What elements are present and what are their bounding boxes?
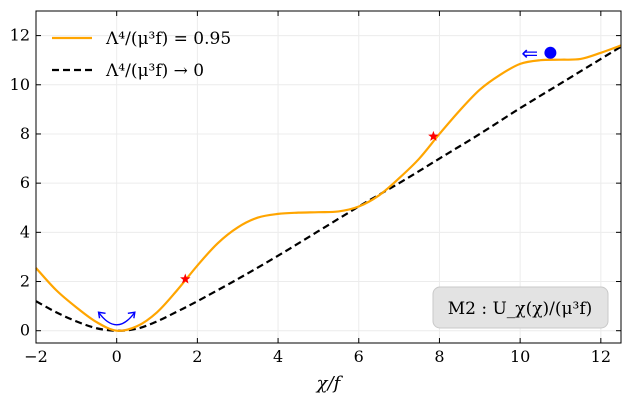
grid-lines	[35, 11, 621, 343]
curved-arrow-arc	[97, 311, 136, 326]
y-tick-label: 4	[20, 222, 30, 241]
annotation-text: M2 : U_χ(χ)/(μ³f)	[448, 299, 593, 319]
y-tick-label: 10	[10, 75, 30, 94]
series-line-dashed	[35, 45, 622, 332]
x-tick-label: 10	[510, 347, 530, 366]
left-double-arrow-icon: ⇐	[521, 41, 538, 65]
x-tick-label: 2	[192, 347, 202, 366]
x-tick-label: 12	[591, 347, 611, 366]
ball-marker	[544, 46, 557, 59]
series-layer	[35, 44, 622, 332]
legend-entry-solid: Λ⁴/(μ³f) = 0.95	[105, 29, 231, 49]
series-line-solid	[35, 44, 622, 332]
y-tick-label: 0	[20, 321, 30, 340]
y-tick-label: 2	[20, 272, 30, 291]
annotation-box: M2 : U_χ(χ)/(μ³f)	[432, 286, 609, 329]
legend: Λ⁴/(μ³f) = 0.95 Λ⁴/(μ³f) → 0	[52, 29, 231, 81]
x-tick-label: 0	[112, 347, 122, 366]
axis-ticks	[35, 11, 621, 343]
arrow-head-right	[127, 311, 136, 319]
curved-double-arrow-icon	[97, 311, 136, 326]
star-marker-icon	[428, 130, 439, 141]
y-tick-label: 6	[20, 173, 30, 192]
x-axis-label: χ/f	[315, 373, 344, 394]
marker-layer	[180, 46, 557, 284]
x-tick-label: 8	[434, 347, 444, 366]
y-tick-label: 12	[10, 26, 30, 45]
y-tick-label: 8	[20, 124, 30, 143]
x-tick-label: 4	[273, 347, 283, 366]
arrow-head-left	[97, 311, 106, 319]
star-marker-icon	[180, 273, 191, 284]
x-tick-label: 6	[354, 347, 364, 366]
x-tick-label: −2	[24, 347, 48, 366]
legend-entry-dashed: Λ⁴/(μ³f) → 0	[105, 61, 204, 81]
plot-frame	[35, 10, 622, 344]
tick-labels: −2 0 2 4 6 8 10 12 0 2 4 6 8 10 12	[10, 26, 611, 366]
annotation-box-bg	[432, 286, 609, 329]
